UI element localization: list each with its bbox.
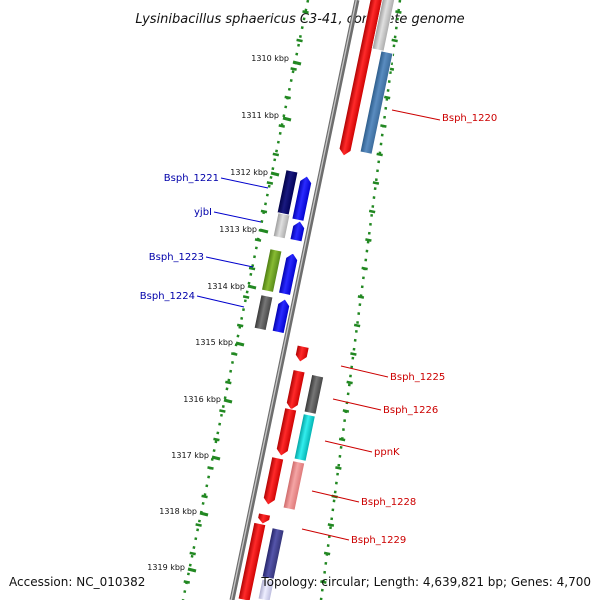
reverse-gene-labels: Bsph_1221 yjbI Bsph_1223 Bsph_1224 [140, 173, 269, 308]
gene-bsph-1221-arrow[interactable] [291, 175, 313, 222]
gene-label-bsph-1229[interactable]: Bsph_1229 [351, 535, 406, 546]
tick-label-1310: 1310 kbp [251, 54, 289, 63]
gene-red-arrow-3[interactable] [275, 407, 298, 457]
reverse-strand-genes [253, 169, 313, 334]
gene-red-arrow-2[interactable] [285, 369, 306, 412]
map-title: Lysinibacillus sphaericus C3-41, complet… [135, 12, 464, 27]
inner-track-dash [302, 10, 309, 14]
gene-label-bsph-1220[interactable]: Bsph_1220 [442, 113, 497, 124]
inner-track-dash [248, 266, 256, 271]
outer-track-dash [342, 409, 350, 413]
gene-light-gray-bar [371, 0, 401, 52]
outer-track-dash [353, 323, 361, 328]
outer-track-dash [376, 152, 383, 157]
genome-backbone [229, 0, 360, 600]
outer-track-dash [346, 380, 353, 385]
tick-label-1312: 1312 kbp [230, 168, 268, 177]
gene-bsph-1223-frame-bar[interactable] [261, 248, 283, 293]
gene-bsph-1223-arrow[interactable] [278, 252, 299, 296]
inner-track-dash [225, 380, 232, 385]
accession-text: Accession: NC_010382 [9, 575, 145, 589]
gene-yjbi-arrow[interactable] [289, 220, 306, 243]
inner-track-dash [290, 67, 297, 71]
outer-track-dash [357, 295, 365, 299]
tick-label-1316: 1316 kbp [183, 395, 221, 404]
gene-red-arrow-4[interactable] [262, 456, 285, 506]
inner-track-dash [284, 95, 291, 100]
gene-bsph-1224-arrow[interactable] [271, 298, 291, 334]
inner-track-dash [189, 551, 196, 556]
tick-label-1313: 1313 kbp [219, 225, 257, 234]
tick-label-1314: 1314 kbp [207, 282, 245, 291]
gene-label-bsph-1223[interactable]: Bsph_1223 [149, 252, 204, 263]
outer-track-dash [320, 580, 327, 584]
tick-label-1318: 1318 kbp [159, 507, 197, 516]
inner-track-dash [231, 352, 238, 356]
gene-label-yjbi[interactable]: yjbI [194, 207, 212, 218]
outer-track-dash [395, 10, 402, 14]
inner-track-dash [201, 494, 208, 499]
gene-label-bsph-1221[interactable]: Bsph_1221 [164, 173, 219, 184]
outer-track-dash [335, 466, 342, 470]
outer-track-dash [361, 266, 368, 271]
inner-track-dash [236, 323, 244, 328]
gene-label-bsph-1225[interactable]: Bsph_1225 [390, 372, 445, 383]
inner-track-dash [266, 181, 274, 185]
gene-label-ppnk[interactable]: ppnK [374, 447, 400, 458]
gene-label-bsph-1226[interactable]: Bsph_1226 [383, 405, 438, 416]
inner-track-dash [242, 295, 250, 299]
outer-track-dash [380, 124, 387, 128]
tick-label-1311: 1311 kbp [241, 111, 279, 120]
gene-navy-frame-bar [261, 527, 285, 580]
outer-track-dash [368, 209, 376, 214]
tick-label-1317: 1317 kbp [171, 451, 209, 460]
inner-track-dash [219, 409, 226, 413]
gene-label-bsph-1224[interactable]: Bsph_1224 [140, 291, 195, 302]
gene-bsph-1228-frame-bar[interactable] [282, 460, 306, 511]
inner-dotted-track [181, 0, 310, 600]
forward-strand-genes [237, 0, 401, 600]
inner-track-dash [254, 238, 262, 242]
gene-yjbi-frame-bar[interactable] [272, 212, 291, 240]
outer-track-dash [338, 437, 346, 442]
outer-track-dash [365, 238, 372, 242]
outer-track-dash [327, 523, 335, 527]
gene-bsph-1220-frame-bar [359, 50, 394, 155]
inner-track-dash [207, 466, 214, 470]
outer-track-dash [323, 551, 331, 556]
gene-bsph-1229-arrow[interactable] [257, 512, 271, 525]
gene-red-arrow-6[interactable] [237, 521, 267, 600]
outer-track-dash [372, 181, 380, 185]
inner-track-dash [183, 580, 190, 584]
tick-label-1319: 1319 kbp [147, 563, 185, 572]
gene-bsph-1220-arrow[interactable] [338, 0, 384, 157]
outer-track-dash [350, 352, 357, 356]
inner-track-dash [195, 523, 202, 527]
inner-track-dash [260, 209, 268, 214]
inner-track-dash [213, 437, 220, 442]
inner-track-dash [278, 124, 285, 128]
forward-gene-labels: Bsph_1220 Bsph_1225 Bsph_1226 ppnK Bsph_… [301, 109, 497, 546]
gene-bsph-1226-frame-bar[interactable] [303, 374, 325, 415]
topology-text: Topology: circular; Length: 4,639,821 bp… [260, 575, 591, 589]
gene-label-bsph-1228[interactable]: Bsph_1228 [361, 497, 416, 508]
gene-pale-frame-bar [257, 578, 275, 600]
inner-track-dash [296, 38, 303, 43]
tick-label-1315: 1315 kbp [195, 338, 233, 347]
outer-track-dash [383, 95, 391, 100]
gene-bsph-1225-arrow[interactable] [294, 344, 310, 363]
gene-bsph-1224-frame-bar[interactable] [253, 294, 274, 331]
scale-ticks: 1310 kbp 1311 kbp 1312 kbp 1313 kbp 1314… [147, 54, 302, 573]
gene-ppnk-frame-bar[interactable] [293, 413, 316, 462]
inner-track-dash [272, 152, 280, 157]
outer-track-dash [391, 38, 398, 43]
outer-dotted-track [319, 0, 402, 600]
